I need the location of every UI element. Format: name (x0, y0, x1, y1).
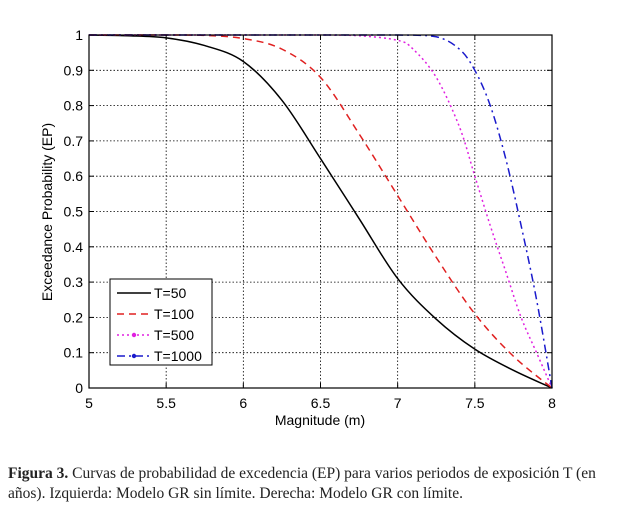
x-tick-label: 5 (85, 395, 93, 411)
y-tick-label: 0 (75, 380, 83, 396)
legend-marker-4 (131, 353, 137, 359)
y-tick-label: 0.4 (64, 239, 84, 255)
series-line-4 (89, 34, 553, 389)
x-tick-label: 5.5 (156, 395, 176, 411)
y-tick-label: 0.2 (64, 309, 84, 325)
legend-label-4: T=1000 (154, 348, 202, 364)
x-tick-label: 6.5 (311, 395, 331, 411)
legend-label-3: T=500 (154, 327, 194, 343)
legend-marker-3 (131, 332, 137, 338)
x-tick-label: 6 (239, 395, 247, 411)
x-tick-label: 7 (394, 395, 402, 411)
y-axis-label: Exceedance Probability (EP) (39, 123, 55, 301)
y-tick-label: 1 (75, 27, 83, 43)
caption-text: Curvas de probabilidad de excedencia (EP… (8, 465, 596, 502)
x-tick-label: 8 (548, 395, 556, 411)
y-tick-label: 0.6 (64, 168, 84, 184)
caption-label: Figura 3. (8, 465, 69, 482)
exceedance-probability-chart: 5 5.5 6 6.5 7 7.5 8 00.10.20.30.40.50.60.70.80… (39, 27, 556, 428)
x-axis-ticks: 5 5.5 6 6.5 7 7.5 8 (85, 35, 556, 411)
x-axis-label: Magnitude (m) (275, 412, 365, 428)
y-tick-label: 0.1 (64, 345, 84, 361)
legend-label-1: T=50 (154, 285, 187, 301)
y-tick-label: 0.3 (64, 274, 84, 290)
x-tick-label: 7.5 (465, 395, 485, 411)
figure-caption: Figura 3. Curvas de probabilidad de exce… (8, 464, 620, 504)
legend: T=50 T=100 T=500 T=1000 (109, 278, 213, 366)
y-tick-label: 0.7 (64, 133, 84, 149)
y-tick-label: 0.5 (64, 204, 84, 220)
y-axis-ticks: 0 0.1 0.2 0.3 0.4 0.5 0.6 0.7 0.8 0.9 1 (64, 27, 552, 396)
y-tick-label: 0.8 (64, 98, 84, 114)
legend-label-2: T=100 (154, 306, 194, 322)
y-tick-label: 0.9 (64, 62, 84, 78)
